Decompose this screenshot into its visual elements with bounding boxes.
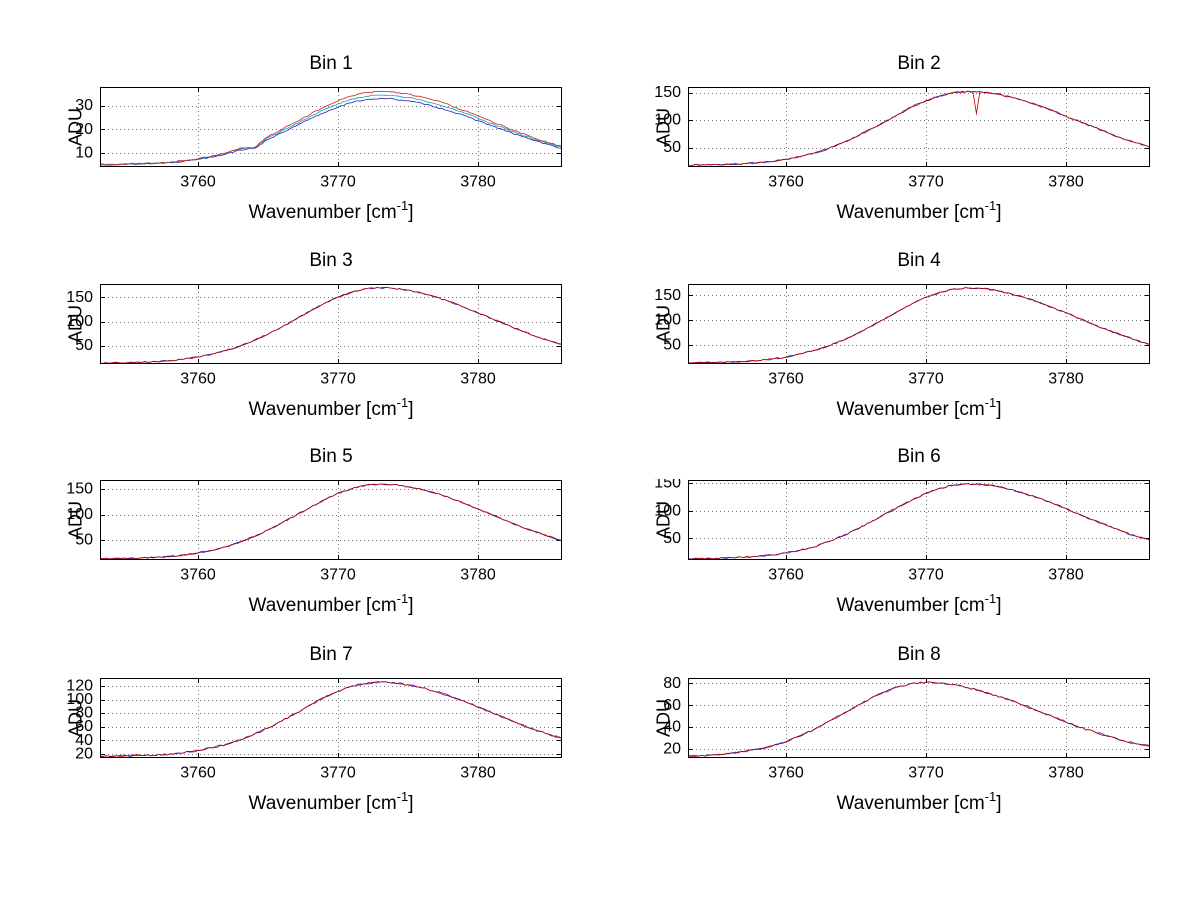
x-axis-label-text: Wavenumber [cm xyxy=(248,399,397,420)
subplot-bin-3: Bin 3 ADU Wavenumber [cm-1] xyxy=(30,243,565,435)
plot-canvas xyxy=(618,677,1153,789)
x-axis-label-text: Wavenumber [cm xyxy=(836,399,985,420)
x-axis-label-superscript: -1 xyxy=(396,789,409,804)
plot-canvas xyxy=(30,86,565,198)
x-axis-label: Wavenumber [cm-1] xyxy=(100,591,562,617)
x-axis-label: Wavenumber [cm-1] xyxy=(688,591,1150,617)
plot-canvas xyxy=(618,86,1153,198)
subplot-bin-1: Bin 1 ADU Wavenumber [cm-1] xyxy=(30,46,565,238)
chart-title: Bin 6 xyxy=(897,446,941,467)
x-axis-label-text: Wavenumber [cm xyxy=(248,793,397,814)
chart-title: Bin 2 xyxy=(897,53,941,74)
x-axis-label-superscript: -1 xyxy=(984,198,997,213)
x-axis-label-bracket: ] xyxy=(408,793,414,814)
chart-title: Bin 4 xyxy=(897,250,941,271)
subplot-bin-5: Bin 5 ADU Wavenumber [cm-1] xyxy=(30,439,565,631)
x-axis-label-bracket: ] xyxy=(408,202,414,223)
plot-canvas xyxy=(30,677,565,789)
x-axis-label-superscript: -1 xyxy=(984,591,997,606)
x-axis-label-bracket: ] xyxy=(996,595,1002,616)
x-axis-label: Wavenumber [cm-1] xyxy=(688,395,1150,421)
plot-canvas xyxy=(30,479,565,591)
subplot-bin-8: Bin 8 ADU Wavenumber [cm-1] xyxy=(618,637,1153,829)
x-axis-label-bracket: ] xyxy=(996,202,1002,223)
x-axis-label-text: Wavenumber [cm xyxy=(248,595,397,616)
x-axis-label: Wavenumber [cm-1] xyxy=(100,395,562,421)
x-axis-label-bracket: ] xyxy=(996,793,1002,814)
x-axis-label-superscript: -1 xyxy=(396,395,409,410)
x-axis-label-bracket: ] xyxy=(408,595,414,616)
x-axis-label-text: Wavenumber [cm xyxy=(836,595,985,616)
x-axis-label-text: Wavenumber [cm xyxy=(836,793,985,814)
plot-canvas xyxy=(30,283,565,395)
chart-title: Bin 5 xyxy=(309,446,353,467)
x-axis-label-bracket: ] xyxy=(996,399,1002,420)
chart-title: Bin 8 xyxy=(897,644,941,665)
x-axis-label-superscript: -1 xyxy=(984,395,997,410)
chart-title: Bin 1 xyxy=(309,53,353,74)
chart-title: Bin 7 xyxy=(309,644,353,665)
x-axis-label: Wavenumber [cm-1] xyxy=(100,198,562,224)
x-axis-label: Wavenumber [cm-1] xyxy=(688,198,1150,224)
x-axis-label-superscript: -1 xyxy=(396,198,409,213)
x-axis-label-bracket: ] xyxy=(408,399,414,420)
subplot-bin-7: Bin 7 ADU Wavenumber [cm-1] xyxy=(30,637,565,829)
x-axis-label: Wavenumber [cm-1] xyxy=(100,789,562,815)
x-axis-label-superscript: -1 xyxy=(984,789,997,804)
subplot-bin-4: Bin 4 ADU Wavenumber [cm-1] xyxy=(618,243,1153,435)
subplot-bin-2: Bin 2 ADU Wavenumber [cm-1] xyxy=(618,46,1153,238)
x-axis-label-superscript: -1 xyxy=(396,591,409,606)
chart-title: Bin 3 xyxy=(309,250,353,271)
x-axis-label-text: Wavenumber [cm xyxy=(836,202,985,223)
plot-canvas xyxy=(618,479,1153,591)
x-axis-label: Wavenumber [cm-1] xyxy=(688,789,1150,815)
plot-canvas xyxy=(618,283,1153,395)
subplot-bin-6: Bin 6 ADU Wavenumber [cm-1] xyxy=(618,439,1153,631)
x-axis-label-text: Wavenumber [cm xyxy=(248,202,397,223)
